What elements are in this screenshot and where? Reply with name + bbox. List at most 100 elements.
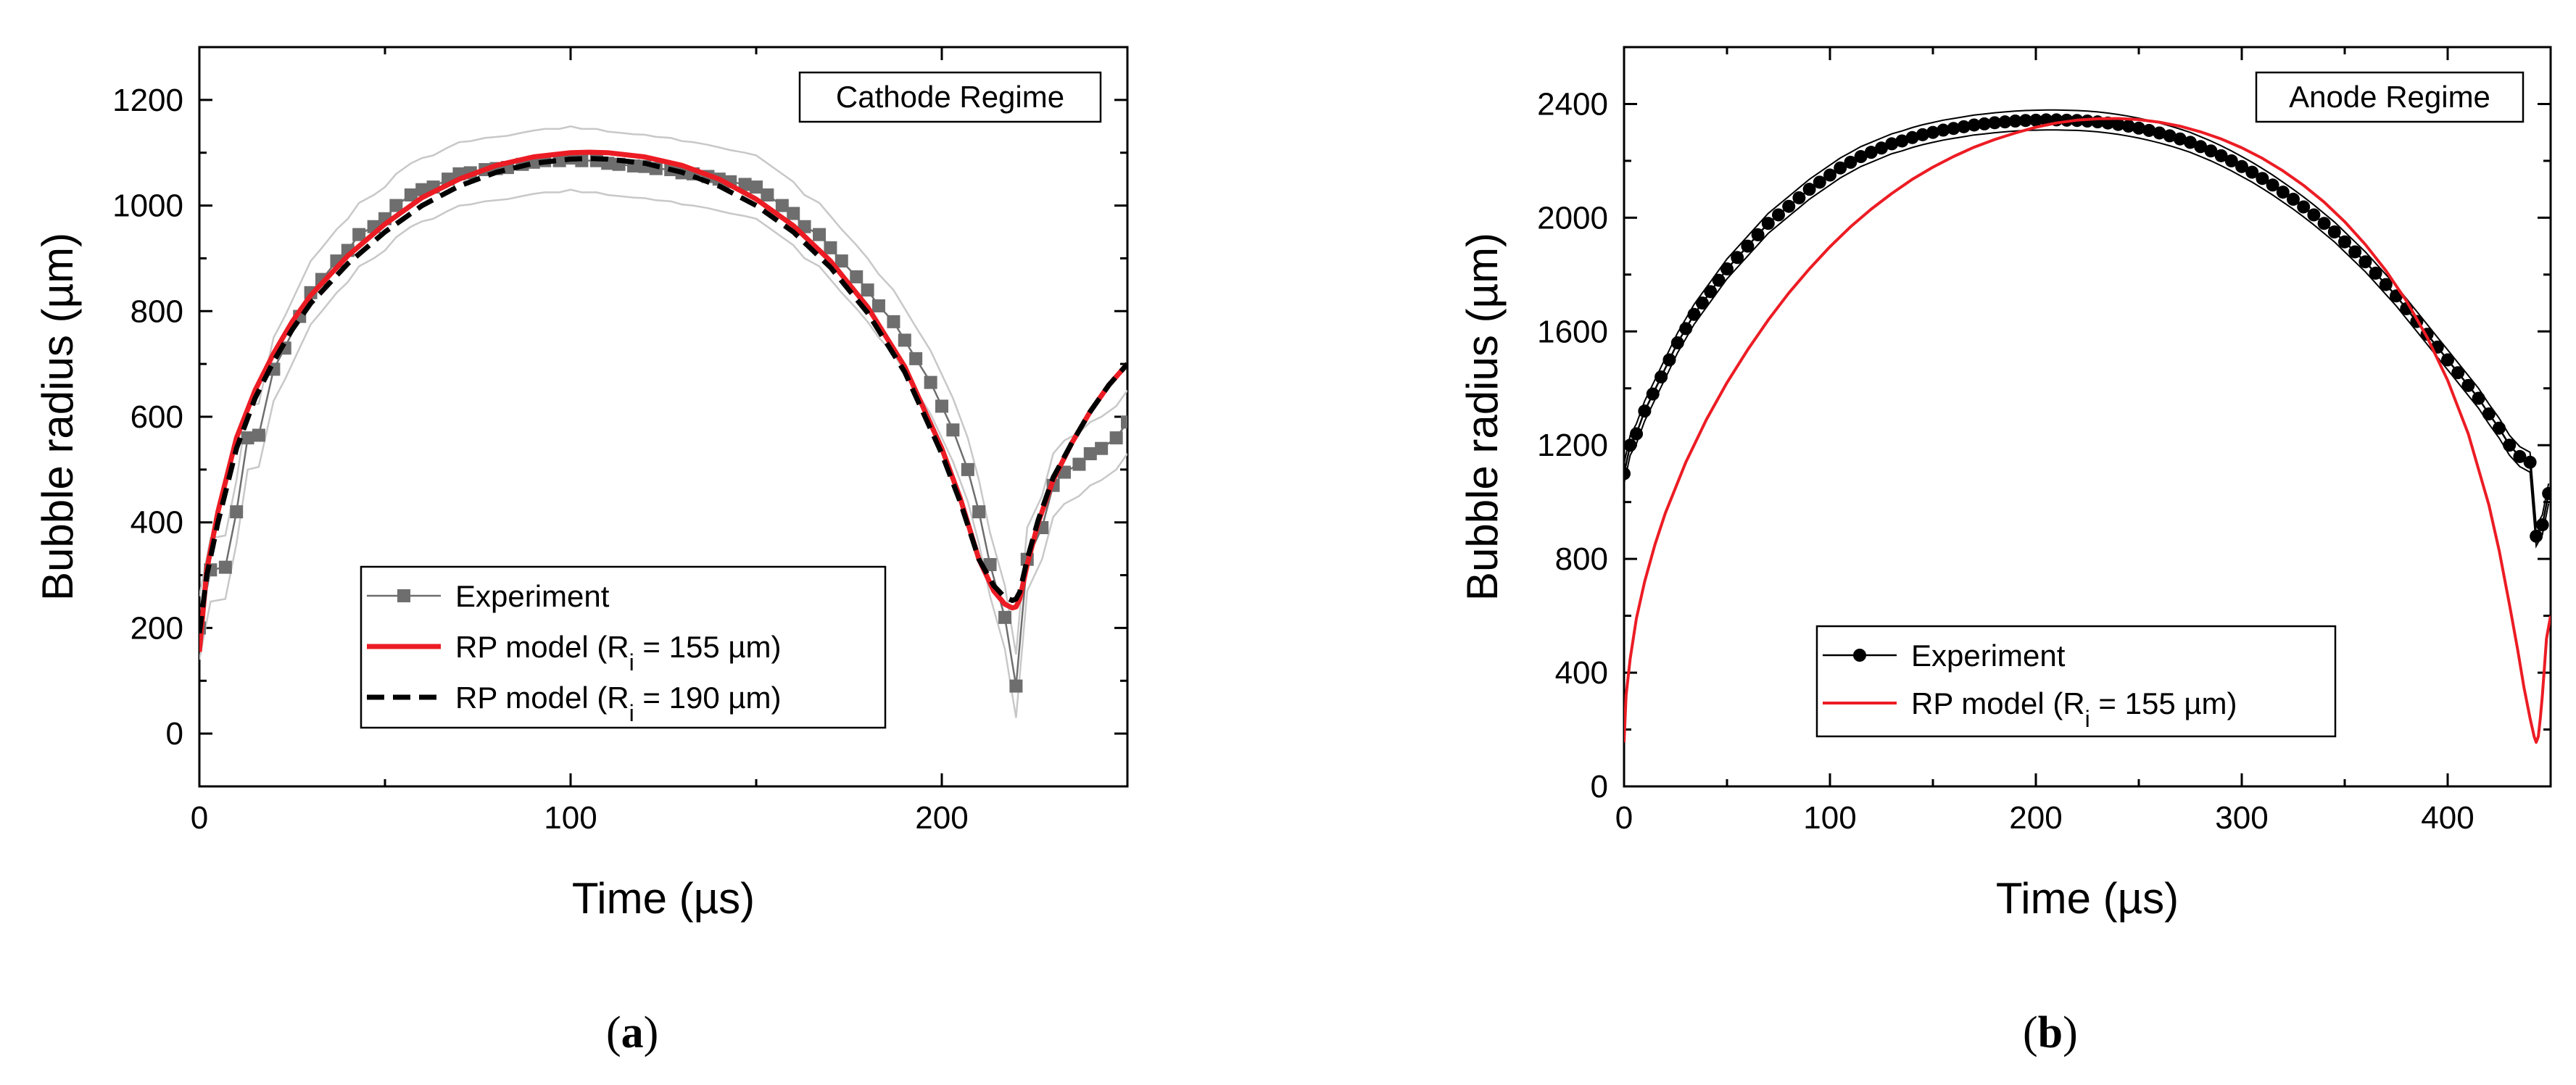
- experiment-point: [2535, 518, 2549, 532]
- experiment-point: [2348, 245, 2362, 259]
- y-tick-label: 800: [1555, 541, 1608, 577]
- experiment-point: [2327, 225, 2341, 238]
- experiment-point: [1988, 116, 2002, 130]
- plot-area: [1624, 109, 2551, 744]
- y-tick-label: 400: [131, 505, 183, 541]
- experiment-point: [2008, 115, 2022, 128]
- regime-label: Anode Regime: [2289, 80, 2490, 114]
- experiment-point: [1885, 137, 1899, 151]
- series-line-2: [199, 156, 1127, 634]
- experiment-point: [2287, 192, 2300, 206]
- experiment-point: [775, 199, 789, 212]
- experiment-point: [2338, 235, 2351, 249]
- experiment-envelope-upper: [1624, 109, 2550, 529]
- experiment-point: [972, 505, 986, 519]
- experiment-envelope-upper: [199, 125, 1127, 655]
- experiment-point: [887, 315, 900, 328]
- experiment-point: [1802, 183, 1816, 196]
- y-tick-label: 0: [1591, 769, 1608, 805]
- experiment-point: [1761, 217, 1775, 230]
- y-tick-label: 0: [166, 716, 183, 752]
- x-tick-label: 200: [915, 800, 968, 836]
- experiment-point: [2317, 217, 2331, 230]
- experiment-point: [1741, 239, 1755, 253]
- legend-box: [1815, 625, 2337, 738]
- experiment-point: [1875, 141, 1888, 155]
- experiment-envelope-lower: [199, 188, 1127, 718]
- experiment-point: [1095, 441, 1109, 455]
- experiment-point: [2472, 391, 2485, 405]
- experiment-point: [2029, 113, 2042, 127]
- experiment-point: [2297, 200, 2311, 214]
- experiment-point: [1679, 322, 1693, 336]
- experiment-point: [1109, 431, 1123, 445]
- experiment-point: [1792, 191, 1806, 204]
- experiment-point: [1823, 168, 1836, 182]
- y-tick-label: 1200: [1537, 428, 1608, 463]
- panel-a-chart: 0 100 200 0 200 400 600 800 1000 1200 Time (µs) Bub…: [33, 46, 1129, 923]
- regime-label-box: [2255, 71, 2525, 123]
- experiment-point: [1695, 296, 1709, 310]
- experiment-point: [924, 375, 937, 389]
- experiment-point: [1937, 123, 1950, 137]
- experiment-point: [861, 283, 874, 297]
- experiment-point: [1947, 122, 1960, 136]
- experiment-line: [199, 157, 1127, 686]
- experiment-point: [998, 610, 1012, 624]
- experiment-point: [252, 428, 265, 442]
- y-tick-label: 800: [131, 294, 183, 329]
- experiment-point: [1834, 161, 1847, 175]
- experiment-point: [834, 254, 848, 268]
- experiment-point: [2530, 529, 2543, 543]
- experiment-point: [1854, 150, 1868, 164]
- plot-area: [199, 125, 1127, 718]
- experiment-point: [2451, 366, 2465, 380]
- experiment-point: [218, 560, 232, 574]
- experiment-point: [2081, 115, 2094, 128]
- experiment-envelope-lower: [1624, 129, 2550, 549]
- experiment-point: [2121, 120, 2135, 133]
- plot-frame: [1623, 46, 2552, 788]
- experiment-point: [2142, 123, 2156, 137]
- experiment-point: [2235, 159, 2248, 173]
- experiment-point: [1905, 130, 1919, 144]
- experiment-point: [898, 333, 911, 347]
- experiment-point: [935, 399, 948, 413]
- panel-b-chart: 0 100 200 300 400 0 400 800 1200 1600 2000 2400 Time…: [1458, 46, 2552, 923]
- experiment-point: [2307, 208, 2321, 222]
- legend-marker: [1853, 649, 1866, 662]
- x-tick-label: 300: [2215, 800, 2268, 836]
- experiment-point: [2276, 186, 2290, 199]
- experiment-point: [2461, 378, 2475, 392]
- experiment-point: [2503, 438, 2517, 452]
- experiment-point: [983, 558, 997, 571]
- experiment-point: [2482, 407, 2496, 421]
- experiment-point: [909, 352, 923, 365]
- experiment-point: [2163, 129, 2177, 143]
- experiment-point: [2379, 278, 2393, 291]
- experiment-point: [946, 423, 960, 437]
- y-tick-label: 1200: [112, 83, 183, 118]
- experiment-point: [2111, 117, 2125, 131]
- legend-label: Experiment: [1911, 639, 2066, 673]
- y-tick-label: 1000: [112, 188, 183, 224]
- experiment-point: [1998, 115, 2012, 129]
- y-axis-label: Bubble radius (µm): [33, 233, 82, 601]
- experiment-point: [352, 228, 366, 241]
- experiment-point: [1895, 134, 1909, 148]
- series-line-1: [1624, 117, 2551, 744]
- experiment-point: [1864, 146, 1878, 159]
- experiment-point: [1009, 679, 1023, 693]
- experiment-point: [1704, 285, 1718, 299]
- experiment-point: [1926, 125, 1939, 139]
- experiment-point: [813, 228, 827, 241]
- experiment-point: [1712, 273, 1726, 287]
- experiment-point: [2441, 353, 2454, 367]
- experiment-point: [2523, 455, 2537, 469]
- experiment-point: [1967, 118, 1981, 132]
- experiment-point: [1624, 467, 1631, 481]
- experiment-point: [2214, 149, 2228, 162]
- experiment-point: [389, 199, 403, 212]
- x-axis-label: Time (µs): [572, 874, 755, 923]
